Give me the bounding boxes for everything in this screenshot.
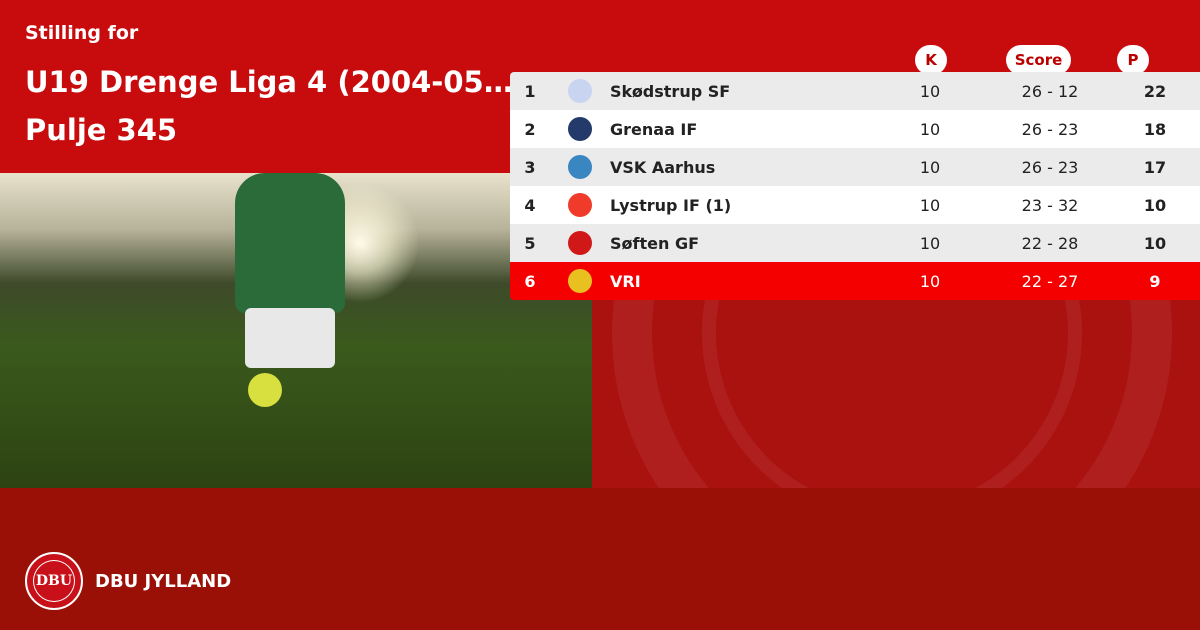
score: 26 - 23 [1021,157,1079,177]
score: 22 - 27 [1021,271,1079,291]
logo-cell [550,231,610,255]
brand-name: DBU JYLLAND [95,570,232,592]
score: 26 - 12 [1021,81,1079,101]
team-name[interactable]: VSK Aarhus [610,157,716,177]
team-name[interactable]: Lystrup IF (1) [610,195,732,215]
position: 3 [524,157,536,177]
position: 2 [524,119,536,139]
team-name[interactable]: Grenaa IF [610,119,698,139]
logo-cell [550,269,610,293]
matches-played: 10 [919,119,941,139]
page-title: U19 Drenge Liga 4 (2004-05... Pulje 345 [25,58,515,154]
points: 10 [1143,195,1167,215]
team-logo-icon [568,155,592,179]
ball [248,373,282,407]
points: 9 [1149,271,1161,291]
logo-cell [550,155,610,179]
logo-cell [550,117,610,141]
position: 1 [524,81,536,101]
score: 26 - 23 [1021,119,1079,139]
score: 23 - 32 [1021,195,1079,215]
matches-played: 10 [919,233,941,253]
position: 4 [524,195,536,215]
team-logo-icon [568,117,592,141]
matches-played: 10 [919,195,941,215]
score: 22 - 28 [1021,233,1079,253]
table-row[interactable]: 1 Skødstrup SF 10 26 - 12 22 [510,72,1200,110]
title-line-2: Pulje 345 [25,113,178,147]
points: 18 [1143,119,1167,139]
table-row[interactable]: 5 Søften GF 10 22 - 28 10 [510,224,1200,262]
title-line-1: U19 Drenge Liga 4 (2004-05... [25,65,515,99]
points: 10 [1143,233,1167,253]
column-header-k: K [915,45,947,75]
table-row[interactable]: 4 Lystrup IF (1) 10 23 - 32 10 [510,186,1200,224]
logo-cell [550,79,610,103]
standings-table: 1 Skødstrup SF 10 26 - 12 22 2 Grenaa IF … [510,72,1200,300]
footer: DBU DBU JYLLAND [25,552,231,610]
matches-played: 10 [919,271,941,291]
column-header-p: P [1117,45,1149,75]
matches-played: 10 [919,157,941,177]
table-row[interactable]: 2 Grenaa IF 10 26 - 23 18 [510,110,1200,148]
position: 5 [524,233,536,253]
football-photo [0,173,592,488]
points: 22 [1143,81,1167,101]
player-shorts [245,308,335,368]
position: 6 [524,271,536,291]
column-header-score: Score [1006,45,1071,75]
team-logo-icon [568,231,592,255]
subtitle: Stilling for [25,22,139,44]
player-shirt [235,173,345,313]
team-name[interactable]: Søften GF [610,233,699,253]
dbu-logo-icon: DBU [25,552,83,610]
matches-played: 10 [919,81,941,101]
logo-cell [550,193,610,217]
team-logo-icon [568,269,592,293]
table-row[interactable]: 6 VRI 10 22 - 27 9 [510,262,1200,300]
team-name[interactable]: VRI [610,271,641,291]
points: 17 [1143,157,1167,177]
team-logo-icon [568,79,592,103]
team-logo-icon [568,193,592,217]
team-name[interactable]: Skødstrup SF [610,81,731,101]
table-row[interactable]: 3 VSK Aarhus 10 26 - 23 17 [510,148,1200,186]
